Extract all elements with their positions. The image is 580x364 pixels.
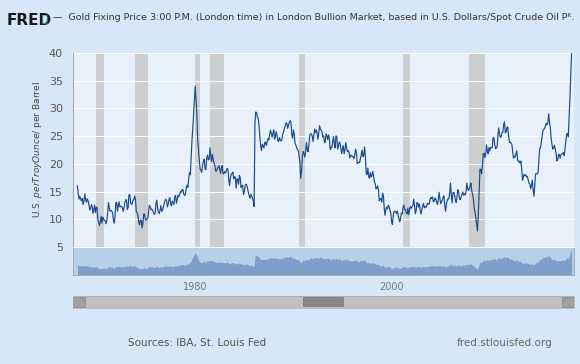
Text: —  Gold Fixing Price 3:00 P.M. (London time) in London Bullion Market, based in : — Gold Fixing Price 3:00 P.M. (London ti…: [53, 13, 575, 22]
Text: fred.stlouisfed.org: fred.stlouisfed.org: [456, 338, 553, 348]
Text: ⫅: ⫅: [42, 13, 48, 23]
Bar: [210, 53, 224, 247]
Text: Sources: IBA, St. Louis Fed: Sources: IBA, St. Louis Fed: [128, 338, 266, 348]
Bar: [469, 53, 485, 247]
FancyBboxPatch shape: [72, 297, 85, 307]
FancyBboxPatch shape: [561, 297, 574, 307]
Bar: [96, 53, 104, 247]
Bar: [403, 53, 410, 247]
Text: FRED: FRED: [7, 13, 52, 28]
Bar: [135, 53, 148, 247]
FancyBboxPatch shape: [303, 297, 343, 306]
Y-axis label: U.S. $ per Troy Ounce/$ per Barrel: U.S. $ per Troy Ounce/$ per Barrel: [31, 82, 45, 218]
Bar: [299, 53, 305, 247]
Bar: [195, 53, 200, 247]
